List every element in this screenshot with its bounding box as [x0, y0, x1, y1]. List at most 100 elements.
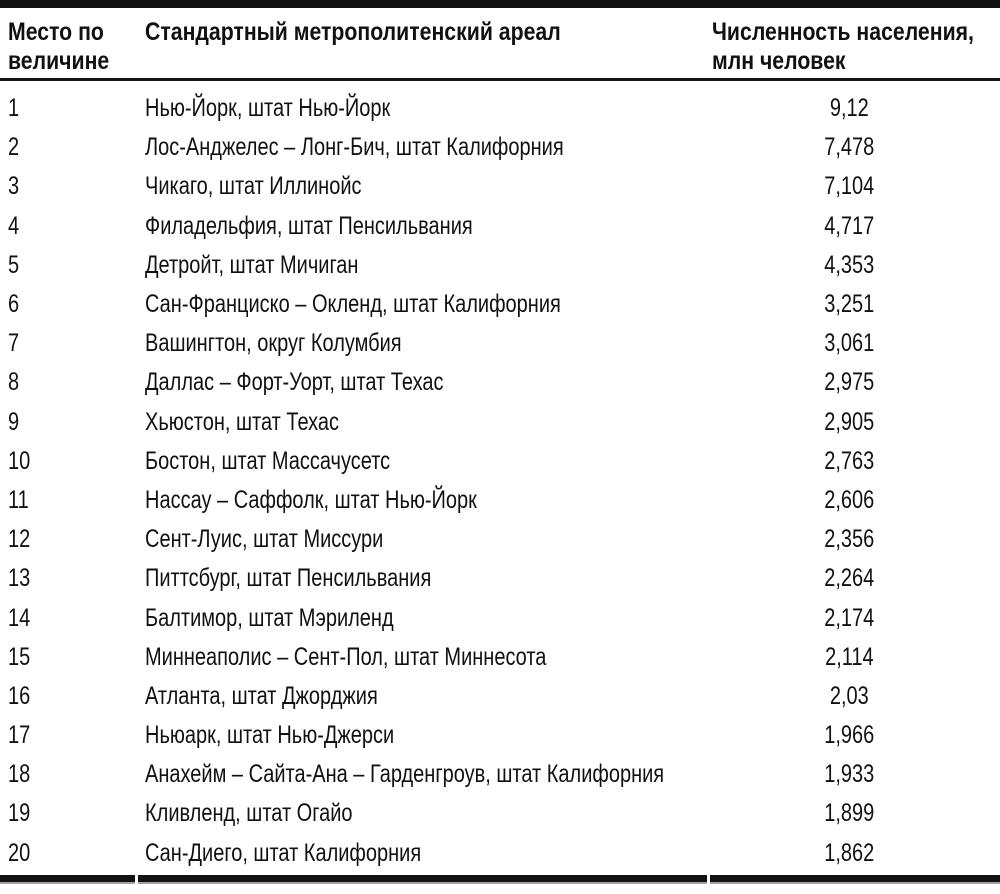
header-row: Место по величине Стандартный метрополит…	[0, 8, 1000, 81]
population-value: 1,933	[823, 760, 875, 789]
table-row: 12 Сент-Луис, штат Миссури 2,356	[0, 520, 1000, 559]
rank-value: 5	[8, 250, 20, 279]
metro-population-table: Место по величине Стандартный метрополит…	[0, 8, 1000, 873]
population-value: 9,12	[829, 94, 869, 123]
rank-cell: 16	[0, 677, 137, 716]
population-value: 4,717	[823, 211, 875, 240]
area-value: Филадельфия, штат Пенсильвания	[145, 211, 473, 240]
table-row: 11 Нассау – Саффолк, штат Нью-Йорк 2,606	[0, 481, 1000, 520]
population-cell: 2,114	[710, 638, 1000, 677]
table-row: 8 Даллас – Форт-Уорт, штат Техас 2,975	[0, 363, 1000, 402]
rank-cell: 20	[0, 834, 137, 873]
population-value: 2,114	[824, 642, 874, 671]
rank-value: 8	[8, 368, 20, 397]
population-value: 2,356	[823, 525, 875, 554]
column-header-area-label: Стандартный метрополитенский ареал	[145, 18, 561, 46]
area-cell: Балтимор, штат Мэриленд	[137, 598, 710, 637]
rank-value: 3	[8, 172, 20, 201]
rank-value: 19	[8, 799, 31, 828]
column-header-rank-label: Место по величине	[8, 18, 110, 75]
rank-cell: 1	[0, 80, 137, 129]
rank-value: 18	[8, 760, 31, 789]
population-cell: 3,061	[710, 324, 1000, 363]
population-cell: 9,12	[710, 80, 1000, 129]
population-cell: 7,478	[710, 128, 1000, 167]
area-value: Кливленд, штат Огайо	[145, 799, 353, 828]
table-row: 10 Бостон, штат Массачусетс 2,763	[0, 442, 1000, 481]
population-cell: 2,174	[710, 598, 1000, 637]
column-header-population: Численность населения, млн человек	[710, 8, 1000, 81]
area-value: Чикаго, штат Иллинойс	[145, 172, 362, 201]
population-cell: 2,03	[710, 677, 1000, 716]
population-value: 2,763	[823, 446, 875, 475]
population-cell: 2,356	[710, 520, 1000, 559]
table-body: 1 Нью-Йорк, штат Нью-Йорк 9,12 2 Лос-Анд…	[0, 80, 1000, 873]
population-value: 1,862	[823, 838, 875, 867]
rank-value: 13	[8, 564, 31, 593]
area-cell: Бостон, штат Массачусетс	[137, 442, 710, 481]
population-value: 2,975	[823, 368, 875, 397]
population-cell: 1,899	[710, 794, 1000, 833]
population-cell: 2,606	[710, 481, 1000, 520]
table-header: Место по величине Стандартный метрополит…	[0, 8, 1000, 81]
area-cell: Филадельфия, штат Пенсильвания	[137, 207, 710, 246]
population-value: 4,353	[823, 250, 875, 279]
rank-cell: 17	[0, 716, 137, 755]
rank-cell: 9	[0, 403, 137, 442]
table-row: 1 Нью-Йорк, штат Нью-Йорк 9,12	[0, 80, 1000, 129]
population-value: 2,03	[829, 681, 869, 710]
area-cell: Кливленд, штат Огайо	[137, 794, 710, 833]
population-cell: 4,353	[710, 246, 1000, 285]
population-cell: 3,251	[710, 285, 1000, 324]
area-value: Нью-Йорк, штат Нью-Йорк	[145, 94, 391, 123]
rank-value: 20	[8, 838, 31, 867]
area-cell: Чикаго, штат Иллинойс	[137, 167, 710, 206]
rank-value: 9	[8, 407, 20, 436]
area-cell: Нассау – Саффолк, штат Нью-Йорк	[137, 481, 710, 520]
rank-cell: 10	[0, 442, 137, 481]
area-cell: Хьюстон, штат Техас	[137, 403, 710, 442]
rank-value: 11	[8, 485, 29, 514]
population-value: 7,478	[823, 133, 875, 162]
area-cell: Атланта, штат Джорджия	[137, 677, 710, 716]
area-value: Бостон, штат Массачусетс	[145, 446, 391, 475]
rank-cell: 2	[0, 128, 137, 167]
rank-value: 2	[8, 133, 20, 162]
area-value: Хьюстон, штат Техас	[145, 407, 340, 436]
population-cell: 7,104	[710, 167, 1000, 206]
area-cell: Миннеаполис – Сент-Пол, штат Миннесота	[137, 638, 710, 677]
rank-cell: 13	[0, 559, 137, 598]
population-value: 1,899	[823, 799, 875, 828]
rank-cell: 15	[0, 638, 137, 677]
table-row: 3 Чикаго, штат Иллинойс 7,104	[0, 167, 1000, 206]
area-value: Вашингтон, округ Колумбия	[145, 329, 402, 358]
area-cell: Ньюарк, штат Нью-Джерси	[137, 716, 710, 755]
rank-cell: 14	[0, 598, 137, 637]
area-cell: Анахейм – Сайта-Ана – Гарденгроув, штат …	[137, 755, 710, 794]
area-value: Ньюарк, штат Нью-Джерси	[145, 721, 395, 750]
area-cell: Детройт, штат Мичиган	[137, 246, 710, 285]
column-header-population-label: Численность населения, млн человек	[712, 18, 974, 75]
rank-value: 1	[8, 94, 20, 123]
top-rule	[0, 0, 1000, 8]
table-row: 2 Лос-Анджелес – Лонг-Бич, штат Калифорн…	[0, 128, 1000, 167]
area-value: Нассау – Саффолк, штат Нью-Йорк	[145, 485, 477, 514]
table-row: 13 Питтсбург, штат Пенсильвания 2,264	[0, 559, 1000, 598]
area-cell: Сент-Луис, штат Миссури	[137, 520, 710, 559]
rank-value: 6	[8, 290, 20, 319]
population-value: 2,264	[823, 564, 875, 593]
area-cell: Вашингтон, округ Колумбия	[137, 324, 710, 363]
area-value: Анахейм – Сайта-Ана – Гарденгроув, штат …	[145, 760, 665, 789]
rank-cell: 18	[0, 755, 137, 794]
bottom-rule-segment	[710, 874, 1000, 884]
rank-cell: 3	[0, 167, 137, 206]
table-row: 4 Филадельфия, штат Пенсильвания 4,717	[0, 207, 1000, 246]
area-value: Даллас – Форт-Уорт, штат Техас	[145, 368, 444, 397]
rank-value: 4	[8, 211, 20, 240]
population-value: 2,905	[823, 407, 875, 436]
table-row: 6 Сан-Франциско – Окленд, штат Калифорни…	[0, 285, 1000, 324]
table-row: 15 Миннеаполис – Сент-Пол, штат Миннесот…	[0, 638, 1000, 677]
rank-cell: 12	[0, 520, 137, 559]
table-row: 20 Сан-Диего, штат Калифорния 1,862	[0, 834, 1000, 873]
